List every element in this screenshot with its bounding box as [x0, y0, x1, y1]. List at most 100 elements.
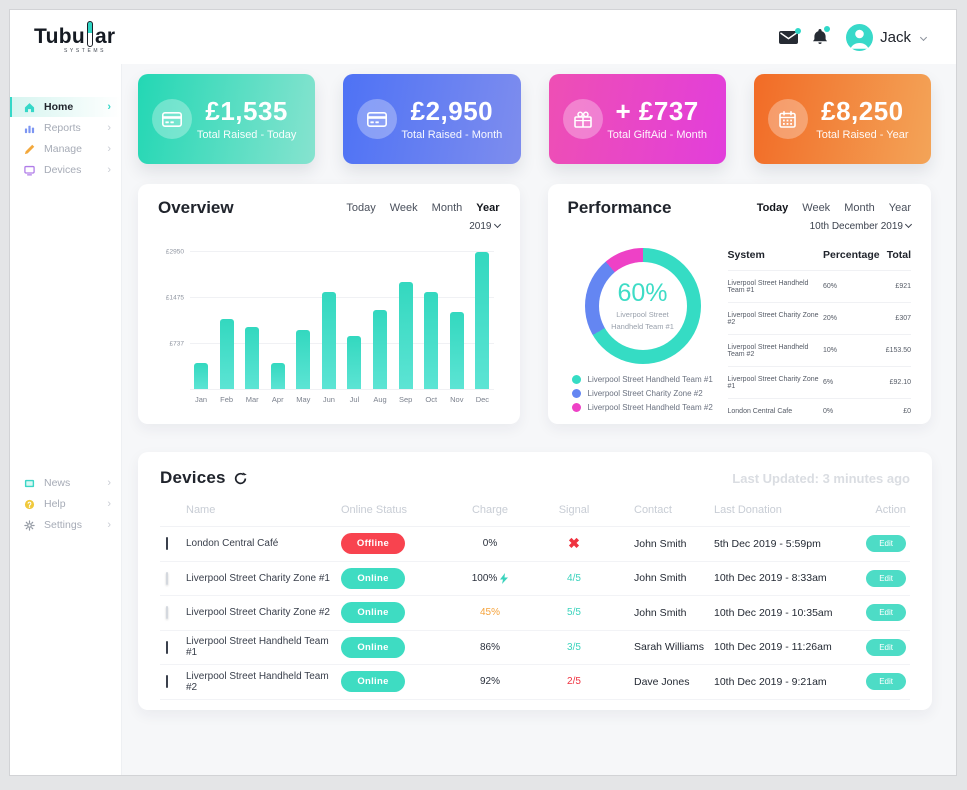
performance-title: Performance: [567, 198, 672, 217]
tab-month[interactable]: Month: [844, 202, 875, 214]
chevron-down-icon: [904, 220, 913, 229]
sidebar-label: Home: [44, 101, 74, 113]
pencil-icon: [24, 144, 35, 154]
refresh-button[interactable]: [234, 471, 247, 485]
tab-year[interactable]: Year: [476, 202, 500, 214]
date-selector[interactable]: 10th December 2019: [568, 220, 913, 232]
devices-table-header: Name Online Status Charge Signal Contact…: [160, 504, 910, 527]
year-selector[interactable]: 2019: [158, 220, 501, 232]
tab-today[interactable]: Today: [346, 202, 376, 214]
x-axis-tick-label: Sep: [398, 395, 413, 404]
tab-week[interactable]: Week: [802, 202, 831, 214]
user-menu[interactable]: Jack: [846, 23, 928, 51]
tab-week[interactable]: Week: [389, 202, 418, 214]
col-header-percentage: Percentage: [823, 249, 880, 261]
bar-column: May: [296, 252, 310, 404]
x-axis-tick-label: Aug: [373, 395, 387, 404]
sidebar-item-home[interactable]: Home ›: [10, 97, 121, 117]
legend-item: Liverpool Street Handheld Team #1: [571, 375, 718, 384]
legend-dot: [571, 375, 581, 384]
legend-label: Liverpool Street Handheld Team #2: [587, 403, 713, 412]
x-axis-tick-label: Feb: [220, 395, 234, 404]
tab-today[interactable]: Today: [756, 202, 789, 214]
chevron-right-icon: ›: [107, 100, 111, 113]
sidebar-item-devices[interactable]: Devices ›: [10, 160, 121, 180]
table-row: Liverpool Street Charity Zone #1 6% £92.…: [727, 366, 911, 398]
chevron-down-icon: [493, 220, 501, 229]
y-axis-tick-label: £1475: [165, 294, 184, 302]
chevron-right-icon: ›: [107, 518, 111, 531]
legend-item: Liverpool Street Handheld Team #2: [571, 403, 718, 412]
device-row: Liverpool Street Charity Zone #2 Online …: [160, 596, 910, 631]
sidebar-item-news[interactable]: News ›: [10, 473, 121, 493]
gear-icon: [24, 519, 35, 531]
bar-column: Mar: [245, 252, 260, 404]
tab-month[interactable]: Month: [431, 202, 463, 214]
y-axis-tick-label: £2950: [165, 248, 184, 256]
sidebar-label: Settings: [44, 519, 82, 531]
system-percentage: 0%: [823, 407, 834, 415]
x-axis-tick-label: May: [296, 395, 311, 404]
status-badge: Online: [341, 636, 405, 658]
contact-name: John Smith: [634, 537, 687, 550]
x-axis-tick-label: Jun: [322, 395, 335, 404]
charge-value: 100%: [471, 572, 498, 584]
system-total: £307: [895, 315, 911, 322]
system-name: Liverpool Street Handheld Team #2: [727, 343, 809, 358]
col-header-system: System: [727, 249, 765, 261]
sidebar-item-settings[interactable]: Settings ›: [10, 515, 121, 535]
device-icon: [166, 675, 168, 689]
device-icon: [166, 606, 168, 620]
sidebar-item-help[interactable]: Help ›: [10, 494, 121, 514]
last-updated-text: Last Updated: 3 minutes ago: [732, 470, 910, 486]
col-header-name: Name: [186, 504, 216, 516]
edit-button[interactable]: Edit: [866, 535, 906, 553]
calendar-icon: [767, 99, 808, 139]
stat-label: Total Raised - Month: [401, 128, 503, 141]
col-header-total: Total: [886, 249, 911, 261]
performance-table: System Percentage Total Liverpool Street…: [727, 244, 911, 423]
bar-column: Sep: [398, 252, 413, 404]
notifications-button[interactable]: [813, 26, 831, 45]
edit-button[interactable]: Edit: [866, 638, 906, 656]
system-percentage: 10%: [823, 347, 838, 354]
signal-value: 3/5: [567, 641, 581, 653]
tab-year[interactable]: Year: [888, 202, 911, 214]
sidebar-item-reports[interactable]: Reports ›: [10, 118, 121, 138]
stat-card-raised-year: £8,250 Total Raised - Year: [753, 74, 931, 164]
signal-value: 2/5: [567, 676, 581, 688]
contact-name: Sarah Williams: [634, 641, 705, 654]
edit-button[interactable]: Edit: [866, 604, 906, 622]
col-header-signal: Signal: [558, 504, 590, 516]
edit-button[interactable]: Edit: [866, 569, 906, 587]
table-row: Liverpool Street Handheld Team #1 60% £9…: [727, 270, 911, 302]
system-total: £0: [903, 407, 911, 415]
bar-column: Jun: [321, 252, 336, 404]
messages-button[interactable]: [779, 27, 802, 44]
edit-button[interactable]: Edit: [866, 673, 906, 691]
x-axis-tick-label: Nov: [450, 395, 464, 404]
status-badge: Online: [341, 671, 405, 693]
sidebar-item-manage[interactable]: Manage ›: [10, 139, 121, 159]
chart-bar: [245, 327, 260, 389]
charge-value: 86%: [479, 641, 500, 653]
bar-column: Jul: [347, 252, 362, 404]
gridline: £2950: [166, 249, 494, 256]
device-name: Liverpool Street Charity Zone #1: [186, 572, 330, 584]
app-window: Tubu ar SYSTEMS Jack: [9, 9, 957, 776]
logo-subtitle: SYSTEMS: [64, 47, 107, 54]
system-name: London Central Cafe: [727, 407, 793, 415]
overview-bar-chart: £737 £1475 £2950: [166, 249, 494, 404]
system-total: £921: [895, 283, 911, 290]
gridline: £737: [170, 340, 494, 347]
chart-bar: [219, 319, 234, 389]
device-row: London Central Café Offline 0% ✖ John Sm…: [160, 527, 910, 562]
stat-card-raised-month: £2,950 Total Raised - Month: [343, 74, 521, 164]
status-badge: Online: [341, 567, 405, 589]
bar-column: Feb: [219, 252, 234, 404]
last-donation-value: 5th Dec 2019 - 5:59pm: [714, 537, 821, 550]
legend-item: Liverpool Street Charity Zone #2: [571, 389, 718, 398]
help-icon: [24, 499, 35, 509]
stat-label: Total Raised - Today: [196, 128, 297, 141]
last-donation-value: 10th Dec 2019 - 8:33am: [714, 572, 827, 585]
